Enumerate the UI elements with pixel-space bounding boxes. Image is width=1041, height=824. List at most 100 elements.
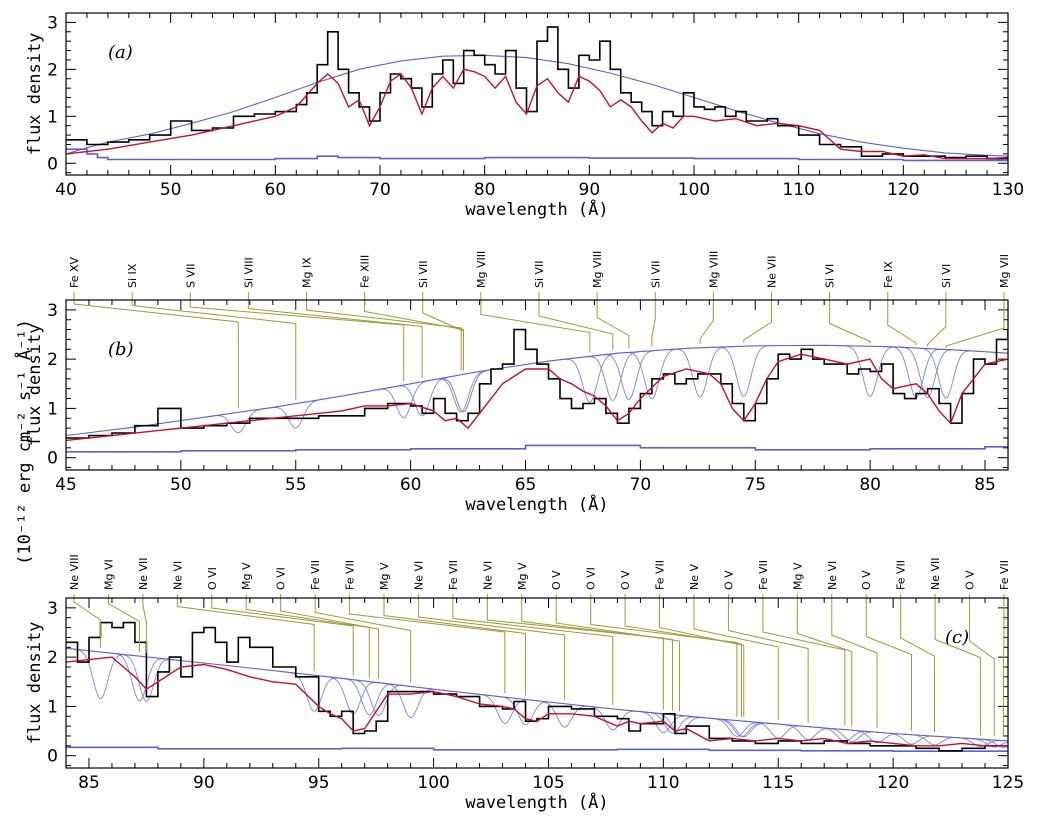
continuum-series-line bbox=[66, 647, 1008, 742]
ion-label: O VI bbox=[585, 567, 598, 590]
ion-guide-line bbox=[364, 292, 464, 371]
axes-frame bbox=[65, 299, 1009, 471]
axes-frame bbox=[65, 12, 1009, 176]
ion-guide-line bbox=[73, 594, 101, 648]
y-axis-label: flux density bbox=[25, 622, 45, 745]
spectrum-series-line bbox=[66, 26, 1008, 160]
ion-label: Mg VIII bbox=[475, 251, 488, 288]
ion-guide-line bbox=[306, 292, 462, 371]
ion-label: Ne VII bbox=[137, 557, 150, 590]
ion-guide-line bbox=[521, 594, 674, 711]
x-tick-label: 50 bbox=[160, 180, 182, 200]
continuum-series-line bbox=[66, 344, 1008, 437]
x-axis-label: wavelength (Å) bbox=[465, 198, 608, 220]
ion-label: Ne VI bbox=[171, 561, 184, 590]
ion-label: Fe VII bbox=[344, 560, 357, 590]
ion-guide-line bbox=[349, 594, 506, 694]
y-tick-label: 2 bbox=[47, 60, 58, 80]
y-tick-label: 3 bbox=[47, 301, 58, 321]
ion-label: O V bbox=[550, 570, 563, 590]
x-tick-label: 110 bbox=[647, 773, 679, 793]
ion-label: Si IX bbox=[126, 263, 139, 288]
x-tick-label: 50 bbox=[170, 475, 192, 495]
ion-guide-line bbox=[831, 594, 878, 729]
y-tick-label: 2 bbox=[47, 648, 58, 668]
ion-label: Mg IX bbox=[301, 257, 314, 288]
ion-guide-line bbox=[538, 292, 614, 350]
ion-label: Si VI bbox=[940, 264, 953, 288]
x-tick-label: 120 bbox=[887, 180, 919, 200]
ion-guide-line bbox=[829, 292, 871, 344]
axes-frame bbox=[65, 597, 1009, 769]
ion-guide-line bbox=[887, 292, 917, 345]
x-tick-label: 100 bbox=[417, 773, 449, 793]
ion-label: Si VII bbox=[417, 260, 430, 288]
ion-label: Ne VII bbox=[929, 557, 942, 590]
ion-guide-line bbox=[1002, 594, 1005, 737]
plot-area bbox=[66, 328, 1008, 453]
ion-label: O V bbox=[860, 570, 873, 590]
ion-guide-line bbox=[743, 292, 772, 343]
ion-guide-line bbox=[934, 594, 981, 736]
x-tick-label: 120 bbox=[877, 773, 909, 793]
ion-label: Ne VI bbox=[412, 561, 425, 590]
ion-label: Si VI bbox=[824, 264, 837, 288]
ion-guide-line bbox=[945, 292, 1005, 348]
x-tick-label: 40 bbox=[55, 180, 77, 200]
plot-area bbox=[66, 621, 1008, 752]
ion-guide-line bbox=[969, 594, 995, 737]
x-tick-label: 115 bbox=[762, 773, 794, 793]
ion-guide-line bbox=[699, 292, 714, 344]
x-tick-label: 70 bbox=[630, 475, 652, 495]
error-series-line bbox=[66, 148, 1008, 162]
x-tick-label: 130 bbox=[992, 180, 1024, 200]
x-tick-label: 55 bbox=[285, 475, 307, 495]
ion-label: Si VIII bbox=[242, 257, 255, 288]
model-series-line bbox=[66, 68, 1008, 160]
x-tick-label: 95 bbox=[308, 773, 330, 793]
ion-guide-line bbox=[693, 594, 779, 721]
ion-guide-line bbox=[555, 594, 680, 712]
ion-label: Mg VI bbox=[102, 559, 115, 590]
ion-label: Ne VI bbox=[826, 561, 839, 590]
y-tick-label: 1 bbox=[47, 399, 58, 419]
ion-guide-line bbox=[796, 594, 853, 727]
x-tick-label: 110 bbox=[782, 180, 814, 200]
ion-guide-line bbox=[865, 594, 913, 731]
ion-label: Ne VII bbox=[766, 255, 779, 288]
ion-label: Mg V bbox=[516, 562, 529, 590]
x-tick-label: 85 bbox=[78, 773, 100, 793]
ion-guide-line bbox=[727, 594, 809, 723]
ion-label: Ne V bbox=[688, 564, 701, 590]
ion-label: Fe VII bbox=[654, 560, 667, 590]
ion-guide-line bbox=[651, 292, 656, 347]
y-tick-label: 0 bbox=[47, 154, 58, 174]
shared-ylabel-units: (10⁻¹² erg cm⁻² s⁻¹ Å⁻¹) bbox=[13, 319, 35, 565]
ion-guide-line bbox=[624, 594, 742, 717]
ion-label: Fe VII bbox=[309, 560, 322, 590]
x-tick-label: 65 bbox=[515, 475, 537, 495]
ion-label: Mg V bbox=[378, 562, 391, 590]
x-axis-label: wavelength (Å) bbox=[465, 493, 608, 515]
x-tick-label: 80 bbox=[474, 180, 496, 200]
ion-label: Ne VI bbox=[481, 561, 494, 590]
x-axis-label: wavelength (Å) bbox=[465, 791, 608, 813]
panel-b: 45 50 55 60 65 70 75 80 85 0 1 2 3 wavelength (Å) flux… bbox=[25, 251, 1011, 515]
x-tick-label: 100 bbox=[678, 180, 710, 200]
ion-label: Fe VII bbox=[998, 560, 1011, 590]
ion-guide-line bbox=[107, 594, 141, 653]
model-series-line bbox=[66, 656, 1008, 747]
panel-letter: (a) bbox=[108, 42, 133, 63]
ion-guide-line bbox=[596, 292, 630, 349]
component-profile bbox=[594, 349, 664, 401]
model-series-line bbox=[66, 353, 1008, 442]
x-tick-label: 75 bbox=[744, 475, 766, 495]
ion-guide-line bbox=[245, 594, 370, 678]
x-tick-label: 125 bbox=[992, 773, 1024, 793]
spectrum-series-line bbox=[66, 328, 1008, 439]
ion-guide-line bbox=[480, 292, 591, 353]
error-series-line bbox=[66, 444, 1008, 453]
y-tick-label: 1 bbox=[47, 107, 58, 127]
y-tick-label: 3 bbox=[47, 599, 58, 619]
